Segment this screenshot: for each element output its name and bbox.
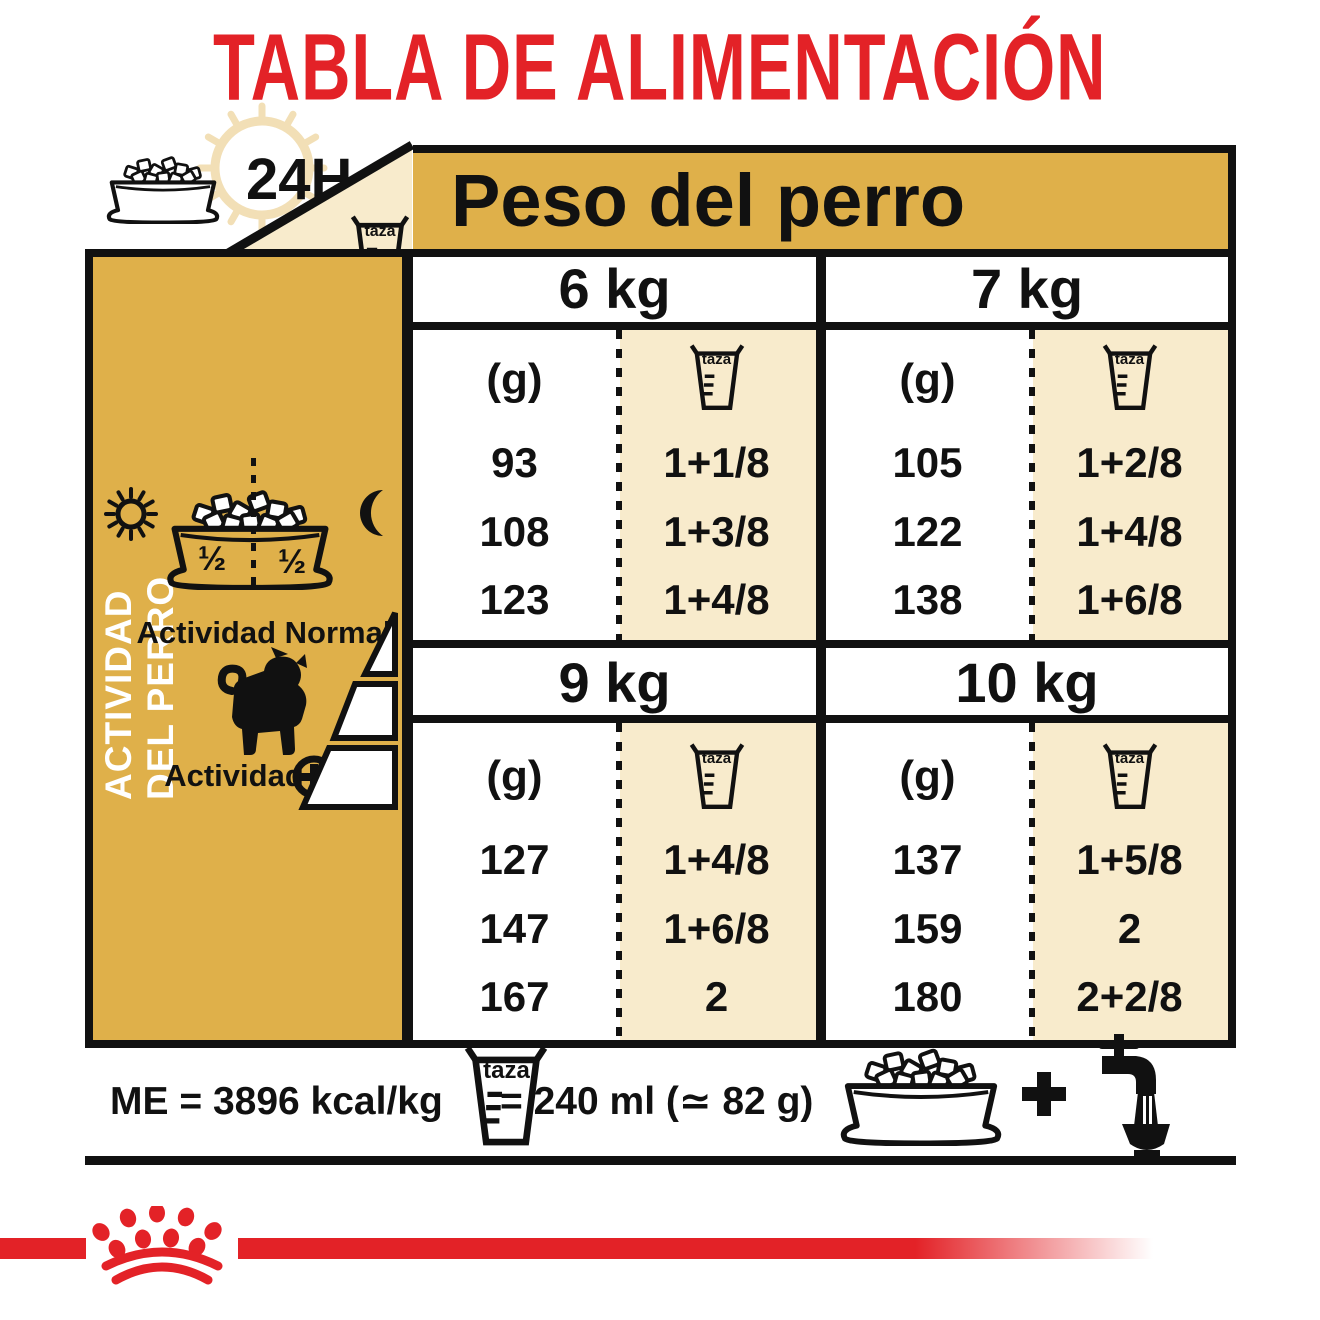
- cup-icon: taza: [620, 742, 813, 817]
- column-divider-dashed: [616, 723, 622, 1040]
- grams-value: 138: [892, 576, 963, 623]
- royal-canin-crown-logo: [92, 1206, 223, 1285]
- activity-plus-label: Actividad: [164, 758, 304, 793]
- grid-line: [85, 1156, 1236, 1165]
- energy-value: ME = 3896 kcal/kg: [110, 1080, 443, 1123]
- pug-dog-icon: [217, 647, 307, 755]
- cup-value: 2: [1117, 905, 1142, 952]
- sun-icon: [104, 487, 158, 541]
- measuring-cup-icon-large: taza: [462, 1044, 550, 1155]
- cup-value: 1+4/8: [663, 576, 770, 623]
- weight-section-10kg: 10 kg (g) taza 137 1+5/8 159 2 180 2+2/8: [826, 648, 1228, 1040]
- measuring-cup-icon: taza: [350, 214, 410, 294]
- grams-value: 122: [892, 508, 963, 555]
- cup-value: 1+3/8: [663, 508, 770, 555]
- grams-value: 105: [892, 439, 963, 486]
- grid-line: [85, 1040, 1236, 1048]
- grid-line: [85, 249, 1236, 257]
- grams-value: 159: [892, 905, 963, 952]
- cup-column-bg: [1033, 330, 1228, 640]
- cup-value: 1+1/8: [663, 439, 770, 486]
- column-divider-dashed: [1029, 330, 1035, 640]
- cup-icon: taza: [620, 343, 813, 418]
- cup-value: 1+4/8: [663, 836, 770, 883]
- cup-label: taza: [483, 1057, 530, 1084]
- cup-value: 1+4/8: [1076, 508, 1183, 555]
- grams-header: (g): [486, 355, 543, 404]
- cup-equivalence: = 240 ml (≃ 82 g): [500, 1080, 814, 1123]
- grams-value: 167: [479, 973, 550, 1020]
- meal-split-dashed-line: [251, 458, 256, 588]
- cup-column-bg: [620, 330, 816, 640]
- cup-value: 1+6/8: [1076, 576, 1183, 623]
- activity-level-triangles: [298, 611, 398, 810]
- grams-header: (g): [899, 752, 956, 801]
- plus-icon: [1022, 1072, 1066, 1116]
- column-divider-dashed: [616, 330, 622, 640]
- grid-line: [413, 145, 1236, 153]
- grid-line: [402, 249, 413, 1048]
- cup-value: 2: [704, 973, 729, 1020]
- grams-value: 127: [479, 836, 550, 883]
- grams-value: 147: [479, 905, 550, 952]
- grams-value: 123: [479, 576, 550, 623]
- grams-value: 93: [491, 439, 538, 486]
- cup-column-bg: [620, 723, 816, 1040]
- weight-section-9kg: 9 kg (g) taza 127 1+4/8 147 1+6/8 167 2: [413, 648, 816, 1040]
- grid-line: [1228, 145, 1236, 1048]
- grid-line: [816, 249, 826, 1048]
- cup-label: taza: [364, 223, 396, 240]
- food-bowl-icon: [102, 152, 224, 224]
- cup-value: 1+6/8: [663, 905, 770, 952]
- half-portion-right: ½: [277, 543, 307, 581]
- grams-value: 108: [479, 508, 550, 555]
- cup-value: 1+5/8: [1076, 836, 1183, 883]
- activity-sidebar: [93, 257, 402, 1040]
- grams-value: 180: [892, 973, 963, 1020]
- diagonal-corner: [216, 141, 414, 261]
- weight-header: 7 kg: [970, 257, 1084, 320]
- half-portion-left: ½: [197, 540, 227, 578]
- grams-header: (g): [899, 355, 956, 404]
- brand-bar-right: [238, 1238, 1153, 1259]
- cup-column-bg: [1033, 723, 1228, 1040]
- cup-icon: taza: [1033, 343, 1226, 418]
- activity-normal-label: Actividad Normal: [136, 615, 392, 650]
- cup-icon: taza: [1033, 742, 1226, 817]
- cup-value: 1+2/8: [1076, 439, 1183, 486]
- weight-header: 10 kg: [955, 651, 1099, 714]
- weight-header-title: Peso del perro: [451, 159, 966, 242]
- grid-line: [85, 249, 93, 1048]
- weight-section-7kg: 7 kg (g) taza 105 1+2/8 122 1+4/8 138 1+…: [826, 257, 1228, 640]
- weight-header: 9 kg: [558, 651, 671, 714]
- grams-header: (g): [486, 752, 543, 801]
- food-bowl-icon-large: [834, 1042, 1008, 1146]
- weight-header-band: Peso del perro: [413, 153, 1228, 249]
- moon-icon: [360, 490, 383, 536]
- cup-value: 2+2/8: [1076, 973, 1183, 1020]
- water-tap-icon: [1098, 1034, 1170, 1156]
- column-divider-dashed: [1029, 723, 1035, 1040]
- weight-section-6kg: 6 kg (g) taza 93 1+1/8 108 1+3/8 123 1+4…: [413, 257, 816, 640]
- weight-header: 6 kg: [558, 257, 671, 320]
- grams-value: 137: [892, 836, 963, 883]
- brand-bar-left: [0, 1238, 86, 1259]
- page-title: TABLA DE ALIMENTACIÓN: [213, 12, 1107, 120]
